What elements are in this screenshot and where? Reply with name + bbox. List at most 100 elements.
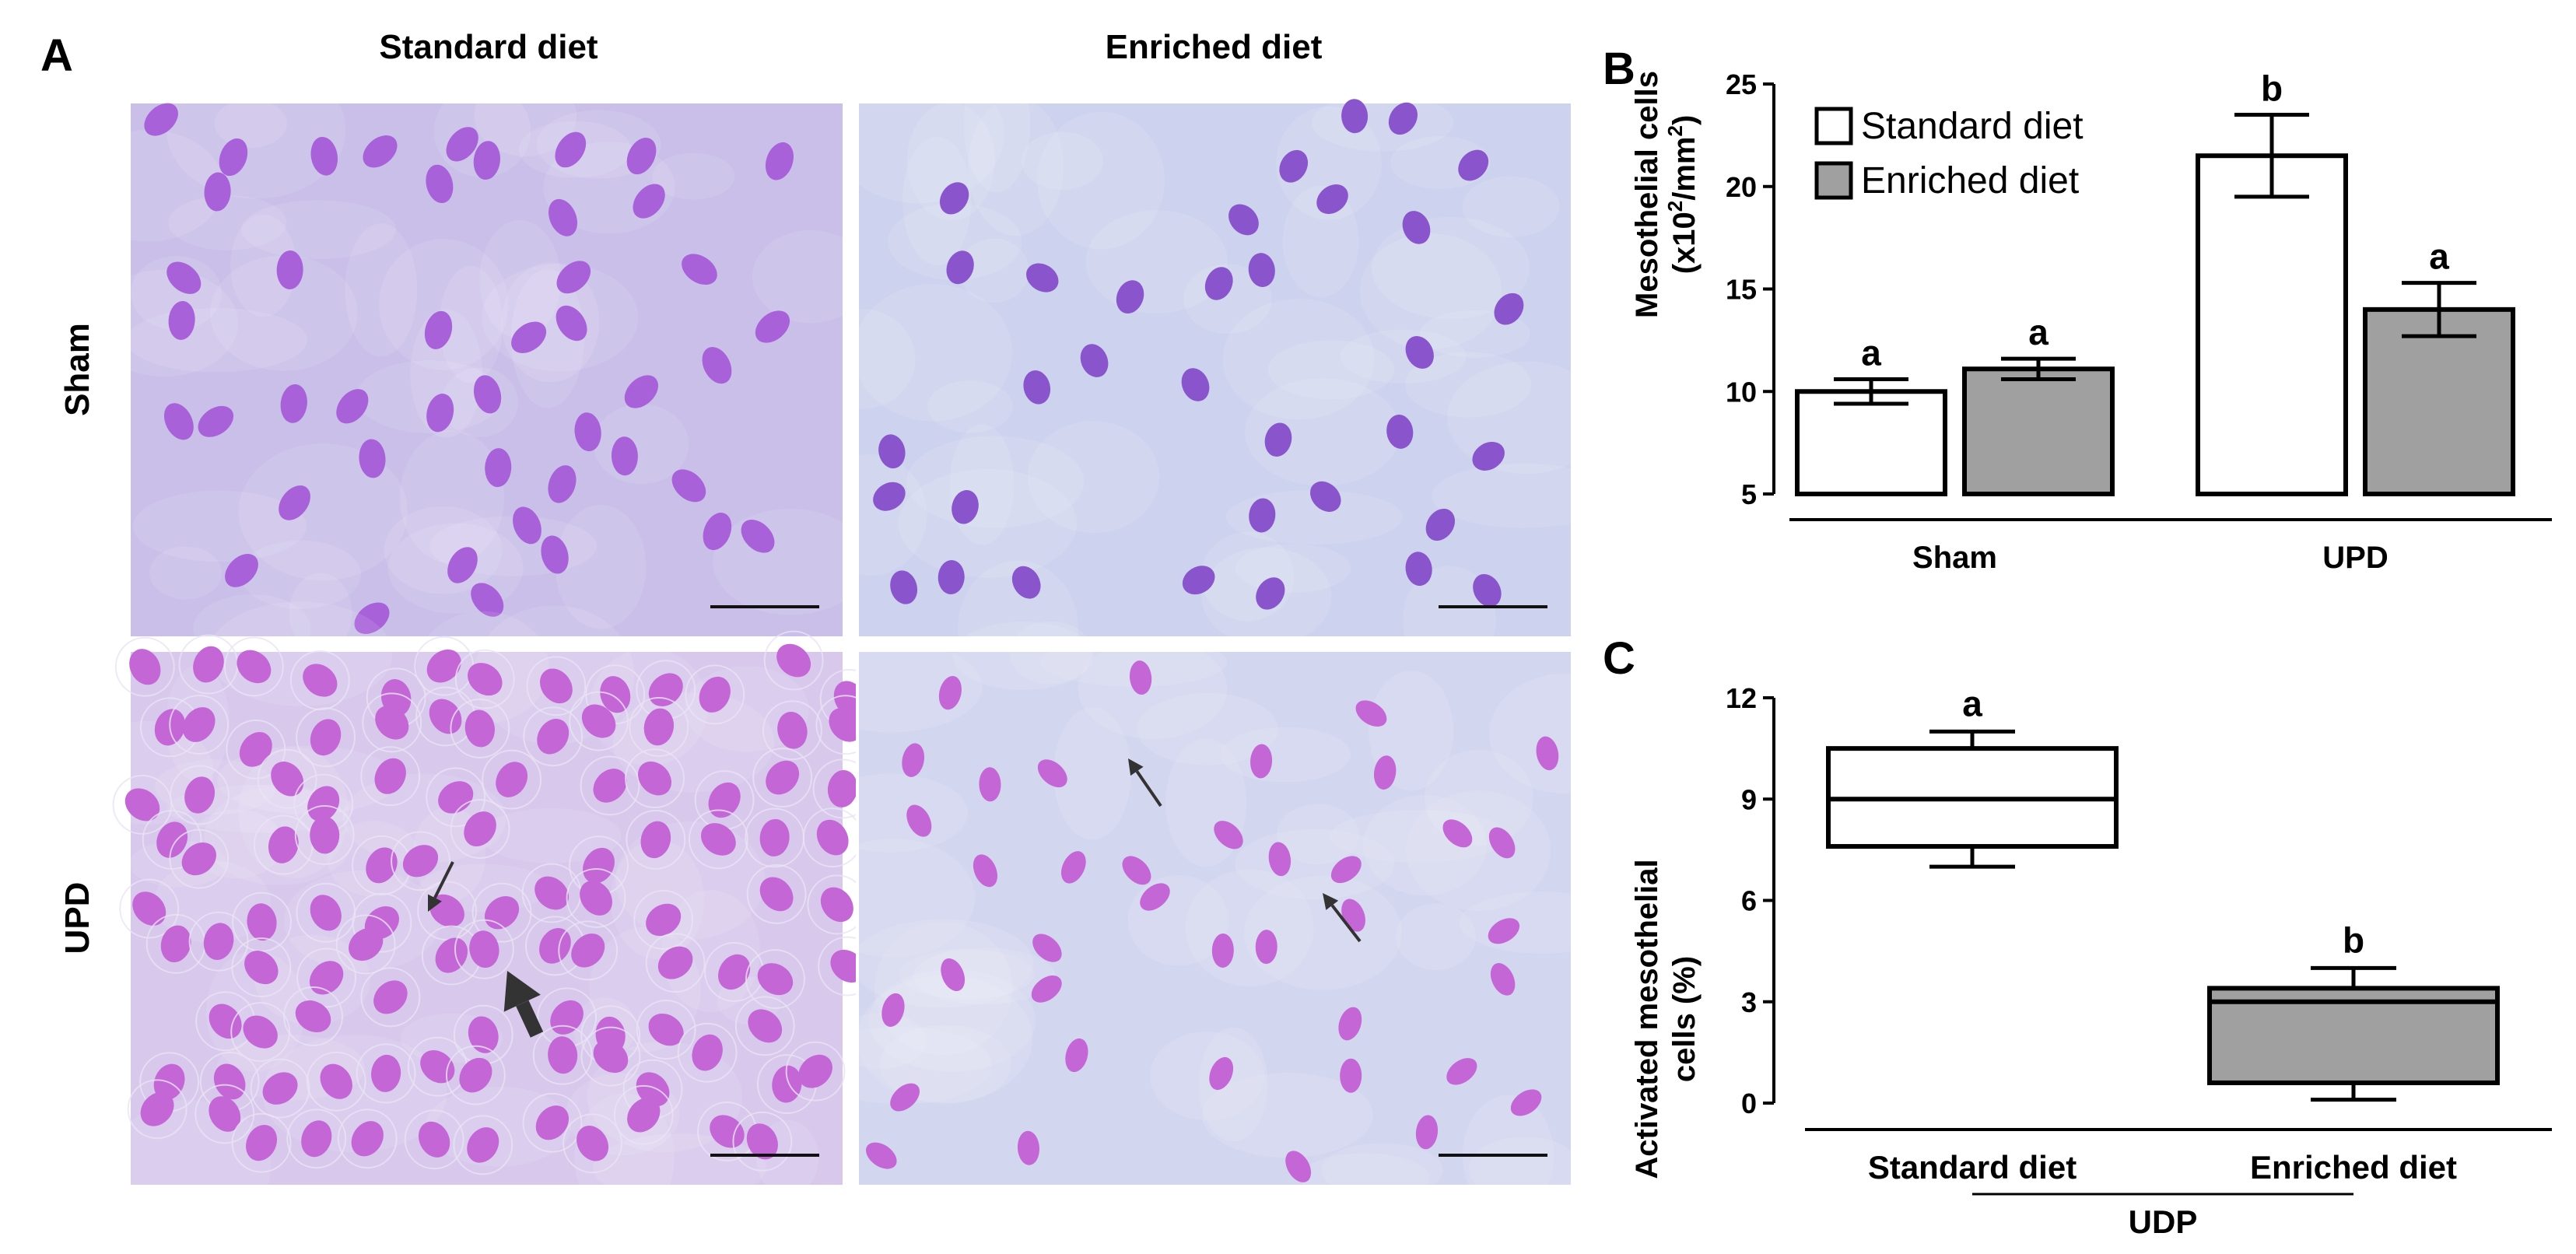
- cell-nucleus: [938, 675, 962, 710]
- chart-b-ylabel-prefix: (x10: [1667, 212, 1702, 274]
- panel-b-letter: B: [1603, 44, 1635, 94]
- cell-nucleus: [473, 375, 502, 414]
- chart-c-ylabel: Activated mesothelial cells (%): [1630, 859, 1702, 1179]
- cell-nucleus: [881, 993, 905, 1027]
- cell-nucleus: [1182, 566, 1215, 595]
- tissue-texture: [1396, 903, 1477, 970]
- cell-nucleus: [447, 547, 478, 583]
- tissue-texture: [91, 269, 239, 377]
- cell-nucleus: [1279, 149, 1309, 183]
- cell-nucleus: [1373, 755, 1397, 790]
- cell-nucleus: [548, 198, 578, 236]
- cell-nucleus: [890, 570, 918, 604]
- cell-nucleus: [1011, 566, 1041, 599]
- cell-nucleus: [1026, 263, 1059, 292]
- cell-border: [127, 1079, 188, 1140]
- cell-nucleus: [485, 448, 512, 488]
- cell-border: [352, 892, 412, 953]
- cell-nucleus: [184, 776, 216, 814]
- cell-nucleus: [973, 854, 997, 888]
- tissue-texture: [1372, 216, 1530, 320]
- chart-b-y-tick-label: 15: [1726, 274, 1757, 306]
- cell-nucleus: [1310, 481, 1341, 512]
- cell-border: [445, 1045, 506, 1105]
- cell-border: [426, 767, 486, 828]
- cell-nucleus: [1536, 736, 1559, 771]
- cell-nucleus: [371, 1054, 401, 1092]
- tissue-texture: [378, 239, 509, 370]
- tissue-texture: [1243, 875, 1402, 990]
- cell-nucleus: [438, 781, 474, 814]
- tissue-texture: [356, 360, 503, 433]
- cell-nucleus: [237, 650, 272, 684]
- cell-nucleus: [295, 1000, 331, 1032]
- cell-nucleus: [1386, 414, 1414, 449]
- tissue-texture: [874, 922, 1013, 1056]
- micrograph-upd-standard: [81, 601, 856, 1234]
- chart-b-legend-swatch: [1814, 161, 1853, 200]
- cell-nucleus: [424, 310, 453, 349]
- cell-nucleus: [181, 842, 216, 876]
- cell-border: [580, 1026, 641, 1087]
- cell-nucleus: [473, 141, 500, 180]
- cell-nucleus: [182, 707, 216, 742]
- cell-nucleus: [798, 1054, 832, 1088]
- cell-nucleus: [144, 103, 178, 136]
- chart-c-category-label: Standard diet: [1868, 1149, 2077, 1186]
- cell-nucleus: [198, 405, 234, 437]
- cell-border: [785, 1041, 846, 1102]
- chart-b-category-label: Sham: [1912, 541, 1997, 575]
- cell-nucleus: [129, 649, 161, 685]
- chart-b-bar: [1962, 366, 2115, 497]
- cell-nucleus: [1116, 280, 1144, 314]
- tissue-texture: [610, 839, 705, 960]
- cell-border: [613, 1084, 674, 1145]
- cell-nucleus: [1249, 498, 1276, 533]
- cell-nucleus: [280, 384, 307, 423]
- chart-b-legend-swatch: [1814, 107, 1853, 145]
- tissue-texture: [474, 76, 577, 156]
- cell-nucleus: [203, 923, 234, 960]
- cell-border: [526, 656, 587, 716]
- cell-nucleus: [1031, 975, 1062, 1003]
- tissue-texture: [856, 640, 983, 733]
- cell-border: [626, 809, 686, 870]
- cell-nucleus: [1250, 744, 1273, 779]
- column-title-standard: Standard diet: [379, 28, 598, 66]
- cell-nucleus: [648, 1013, 684, 1046]
- cell-border: [636, 1000, 696, 1060]
- chart-b-legend: Standard diet Enriched diet: [1814, 106, 2084, 201]
- cell-border: [231, 937, 292, 998]
- cell-nucleus: [160, 925, 191, 962]
- chart-b-category-label: UPD: [2322, 541, 2388, 575]
- chart-b-bar: [1795, 389, 1947, 496]
- cell-nucleus: [309, 961, 344, 995]
- cell-nucleus: [699, 676, 731, 713]
- cell-nucleus: [979, 767, 1001, 802]
- cell-nucleus: [902, 743, 925, 777]
- tissue-texture: [1245, 378, 1400, 486]
- cell-nucleus: [351, 1121, 384, 1157]
- cell-nucleus: [772, 1065, 802, 1103]
- cell-nucleus: [469, 930, 499, 969]
- chart-b-significance-letter: a: [2028, 312, 2049, 352]
- tissue-texture: [1009, 621, 1092, 685]
- cell-nucleus: [692, 1034, 723, 1071]
- cell-nucleus: [366, 847, 398, 884]
- chart-b-legend-label: Enriched diet: [1861, 160, 2079, 201]
- cell-border: [356, 1043, 416, 1104]
- micrograph-background: [859, 652, 1571, 1185]
- cell-nucleus: [548, 1036, 578, 1074]
- cell-border: [532, 1025, 593, 1085]
- tissue-texture: [856, 838, 976, 958]
- cell-nucleus: [373, 980, 408, 1014]
- cell-border: [677, 1022, 738, 1083]
- cell-nucleus: [759, 818, 790, 856]
- tissue-texture: [1340, 329, 1467, 384]
- tissue-texture: [1235, 828, 1395, 900]
- tissue-texture: [238, 443, 408, 581]
- cell-border: [119, 878, 180, 939]
- tissue-texture: [230, 214, 296, 317]
- chart-b-y-tick-label: 20: [1726, 171, 1757, 203]
- cell-border: [337, 1109, 398, 1169]
